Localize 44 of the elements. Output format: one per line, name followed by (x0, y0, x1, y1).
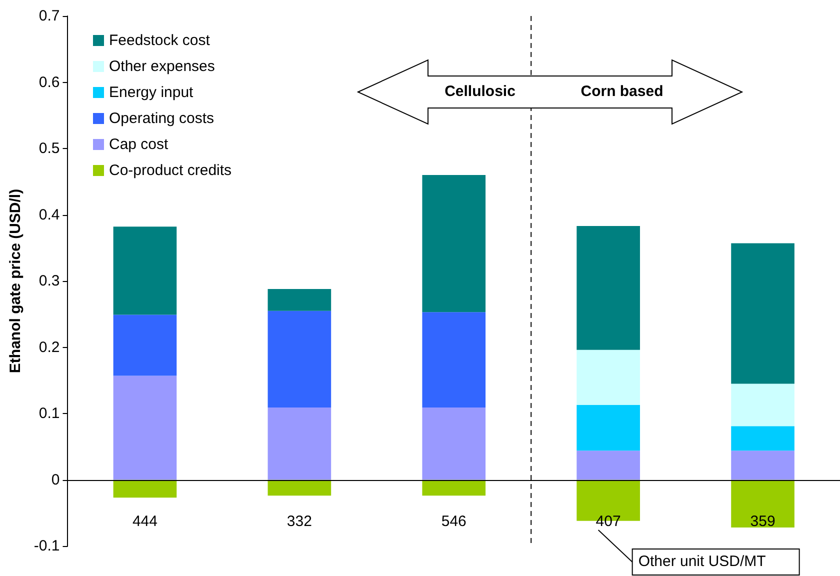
annotation: Corn based (580, 82, 664, 100)
x-tick-label: 444 (132, 513, 158, 530)
legend-label: Feedstock cost (109, 32, 211, 49)
legend-label: Cap cost (109, 136, 170, 153)
text: Other unit USD/MT (638, 552, 766, 570)
bar (422, 480, 486, 496)
bar (731, 480, 794, 528)
x-tick-label: 546 (441, 513, 466, 530)
x-tick-label: 359 (750, 513, 776, 530)
bar (113, 376, 177, 480)
bar (576, 450, 640, 480)
y-tick-label: 0.7 (38, 8, 60, 24)
bar (576, 226, 640, 350)
y-tick-label: 0.6 (38, 74, 60, 91)
bar (576, 350, 640, 405)
legend-label: Energy input (109, 84, 194, 101)
bar (268, 480, 332, 496)
y-axis-title: Ethanol gate price (USD/l) (7, 188, 24, 374)
legend-label: Co-product credits (109, 162, 232, 179)
annotation: Cellulosic (444, 82, 516, 100)
y-tick-label: -0.1 (34, 538, 60, 554)
bar (113, 480, 177, 498)
y-tick-label: 0.1 (38, 405, 60, 422)
y-tick-label: 0.4 (38, 206, 60, 224)
bar (268, 310, 332, 408)
bar (731, 384, 794, 426)
bar (576, 404, 640, 451)
bar (422, 312, 486, 408)
bar (731, 450, 794, 480)
bar (268, 288, 332, 311)
y-tick-label: 0.5 (38, 140, 60, 157)
bar (268, 408, 332, 480)
legend-label: Other expenses (109, 58, 215, 75)
bar (113, 314, 177, 376)
y-tick-label: 0 (51, 471, 60, 488)
y-tick-label: 0.3 (38, 272, 60, 290)
bar (731, 243, 794, 384)
bar (731, 426, 794, 451)
y-tick-label: 0.2 (38, 338, 60, 356)
legend-label: Operating costs (109, 110, 214, 127)
bar (113, 226, 177, 315)
x-tick-label: 332 (286, 513, 312, 530)
bar (422, 408, 486, 480)
bar (422, 175, 486, 312)
